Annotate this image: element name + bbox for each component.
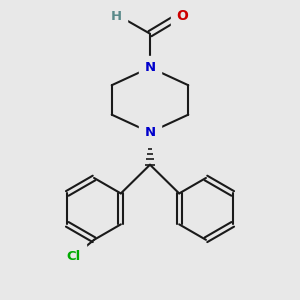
Text: N: N [144, 126, 156, 139]
Text: H: H [111, 10, 122, 22]
Text: O: O [176, 9, 188, 23]
Text: N: N [144, 61, 156, 74]
Text: Cl: Cl [66, 250, 81, 262]
